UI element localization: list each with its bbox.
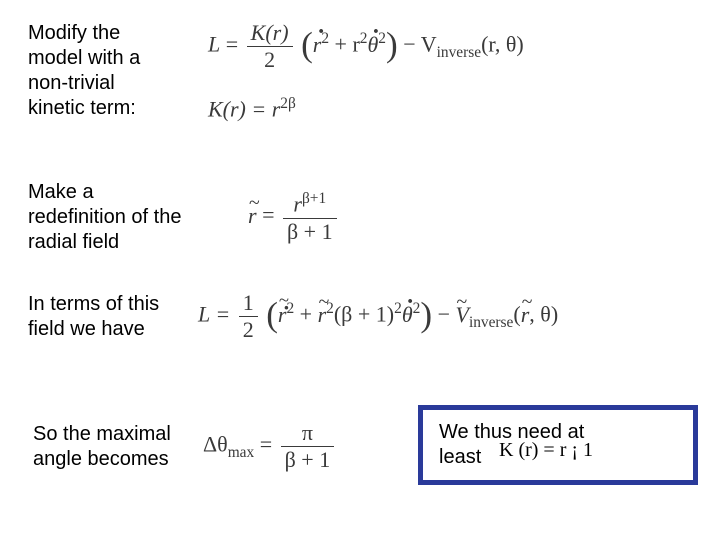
- delta-theta-eq: Δθmax = πβ + 1: [203, 420, 337, 473]
- box-formula: K (r) = r ¡ 1: [499, 438, 593, 463]
- text-in-terms: In terms of this field we have: [28, 292, 168, 342]
- highlight-box: We thus need at K (r) = r ¡ 1 least: [418, 405, 698, 485]
- text-kinetic-term: Modify the model with a non-trivial kine…: [28, 21, 168, 121]
- kr-def-eq: K(r) = r2β: [208, 95, 524, 122]
- lagrangian-eq: L = K(r)2 (r2 + r2θ2) − Vinverse(r, θ): [208, 20, 524, 73]
- text-redefinition: Make a redefinition of the radial field: [28, 180, 188, 255]
- r-tilde-eq: r = rβ+1 β + 1: [248, 190, 340, 244]
- lagrangian-tilde-eq: L = 12 (r2 + r2(β + 1)2θ2) − Vinverse(r(…: [198, 290, 558, 343]
- text-max-angle: So the maximal angle becomes: [33, 422, 193, 472]
- box-text-line2: least: [439, 446, 481, 468]
